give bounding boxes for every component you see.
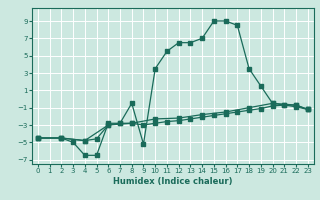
X-axis label: Humidex (Indice chaleur): Humidex (Indice chaleur) — [113, 177, 233, 186]
